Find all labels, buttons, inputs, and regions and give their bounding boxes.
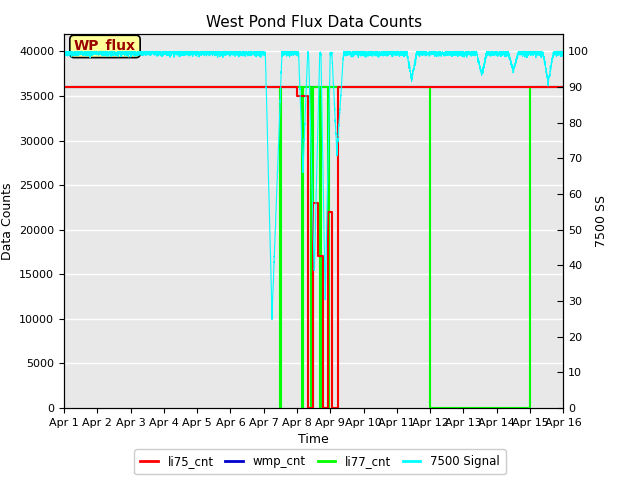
Legend: li75_cnt, wmp_cnt, li77_cnt, 7500 Signal: li75_cnt, wmp_cnt, li77_cnt, 7500 Signal [134,449,506,474]
Text: WP_flux: WP_flux [74,39,136,53]
Y-axis label: 7500 SS: 7500 SS [595,195,607,247]
Y-axis label: Data Counts: Data Counts [1,182,13,260]
X-axis label: Time: Time [298,433,329,446]
Title: West Pond Flux Data Counts: West Pond Flux Data Counts [205,15,422,30]
